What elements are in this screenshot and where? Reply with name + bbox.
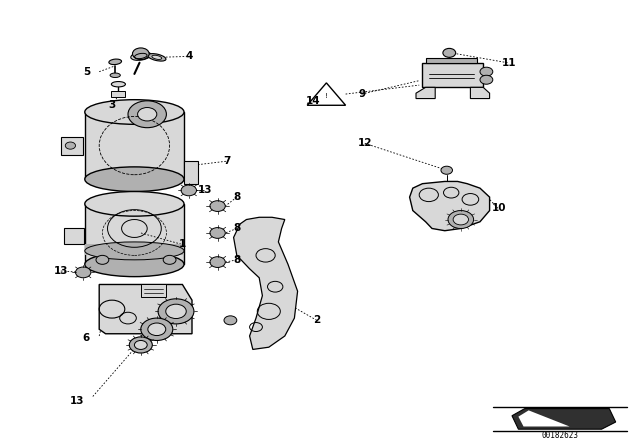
Ellipse shape xyxy=(152,55,162,60)
Ellipse shape xyxy=(85,192,184,216)
Circle shape xyxy=(132,48,149,60)
Polygon shape xyxy=(85,112,184,179)
Text: 11: 11 xyxy=(502,58,516,68)
Circle shape xyxy=(210,201,225,211)
Text: 7: 7 xyxy=(223,156,231,166)
Text: 9: 9 xyxy=(358,89,365,99)
Circle shape xyxy=(453,214,468,225)
Polygon shape xyxy=(99,284,192,334)
Polygon shape xyxy=(422,63,483,87)
Circle shape xyxy=(128,101,166,128)
Ellipse shape xyxy=(85,100,184,125)
Polygon shape xyxy=(184,161,198,184)
Circle shape xyxy=(65,142,76,149)
Polygon shape xyxy=(416,87,435,99)
Text: 14: 14 xyxy=(307,96,321,106)
Polygon shape xyxy=(410,181,490,231)
Text: !: ! xyxy=(325,93,328,99)
Text: 1: 1 xyxy=(179,239,186,249)
Text: 5: 5 xyxy=(83,67,90,77)
Ellipse shape xyxy=(110,73,120,78)
Polygon shape xyxy=(85,204,184,264)
Circle shape xyxy=(163,255,176,264)
Ellipse shape xyxy=(148,54,166,61)
Circle shape xyxy=(448,211,474,228)
Text: 4: 4 xyxy=(185,51,193,61)
Text: 8: 8 xyxy=(233,255,241,265)
Circle shape xyxy=(96,255,109,264)
Text: 8: 8 xyxy=(233,192,241,202)
Text: 10: 10 xyxy=(492,203,506,213)
Ellipse shape xyxy=(85,242,184,260)
Text: 13: 13 xyxy=(70,396,84,406)
Text: 12: 12 xyxy=(358,138,372,148)
Circle shape xyxy=(210,257,225,267)
Circle shape xyxy=(480,75,493,84)
Text: 3: 3 xyxy=(108,100,116,110)
Text: 00182623: 00182623 xyxy=(541,431,579,440)
Circle shape xyxy=(134,340,147,349)
Circle shape xyxy=(441,166,452,174)
Ellipse shape xyxy=(111,82,125,87)
Circle shape xyxy=(480,67,493,76)
Bar xyxy=(141,284,166,297)
Circle shape xyxy=(181,185,196,196)
Text: 8: 8 xyxy=(233,224,241,233)
Ellipse shape xyxy=(85,252,184,277)
Circle shape xyxy=(443,48,456,57)
Text: 13: 13 xyxy=(54,266,68,276)
Text: 13: 13 xyxy=(198,185,212,195)
Text: 2: 2 xyxy=(313,315,321,325)
Polygon shape xyxy=(470,87,490,99)
Polygon shape xyxy=(512,409,616,429)
Polygon shape xyxy=(518,410,570,426)
Bar xyxy=(111,91,125,97)
Circle shape xyxy=(210,228,225,238)
Circle shape xyxy=(148,323,166,336)
Circle shape xyxy=(76,267,91,278)
Ellipse shape xyxy=(131,52,151,60)
Polygon shape xyxy=(64,228,84,244)
Circle shape xyxy=(224,316,237,325)
Circle shape xyxy=(138,108,157,121)
Circle shape xyxy=(166,304,186,319)
Circle shape xyxy=(158,299,194,324)
Ellipse shape xyxy=(109,59,122,65)
Polygon shape xyxy=(234,217,298,349)
Polygon shape xyxy=(61,137,83,155)
Text: 6: 6 xyxy=(83,333,90,343)
Polygon shape xyxy=(426,58,477,63)
Circle shape xyxy=(129,337,152,353)
Polygon shape xyxy=(85,244,184,255)
Circle shape xyxy=(141,318,173,340)
Ellipse shape xyxy=(85,167,184,191)
